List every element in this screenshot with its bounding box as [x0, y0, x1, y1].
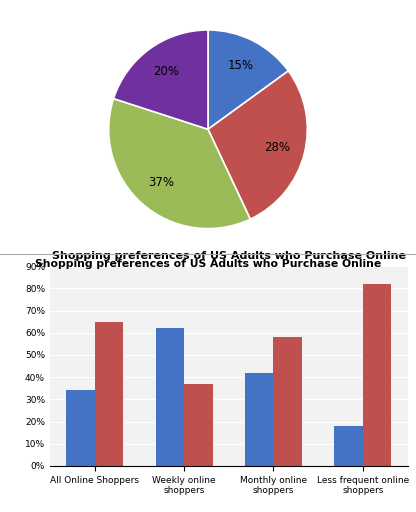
Bar: [334, 426, 363, 466]
Text: 15%: 15%: [228, 59, 253, 72]
Wedge shape: [208, 71, 307, 219]
Text: Shopping preferences of US Adults who Purchase Online: Shopping preferences of US Adults who Pu…: [35, 259, 381, 269]
Wedge shape: [109, 99, 250, 228]
Bar: [156, 328, 184, 466]
Wedge shape: [114, 30, 208, 129]
Bar: [245, 373, 273, 466]
Bar: [273, 337, 302, 466]
Text: 37%: 37%: [148, 177, 174, 189]
Bar: [363, 284, 391, 466]
Bar: [66, 391, 95, 466]
Text: 20%: 20%: [153, 65, 179, 78]
Bar: [184, 384, 213, 466]
Bar: [95, 322, 124, 466]
Title: Shopping preferences of US Adults who Purchase Online: Shopping preferences of US Adults who Pu…: [52, 251, 406, 261]
Text: 28%: 28%: [264, 141, 290, 154]
Legend: Weekly, A few times a month, Less Often, Never: Weekly, A few times a month, Less Often,…: [74, 263, 342, 279]
Wedge shape: [208, 30, 288, 129]
